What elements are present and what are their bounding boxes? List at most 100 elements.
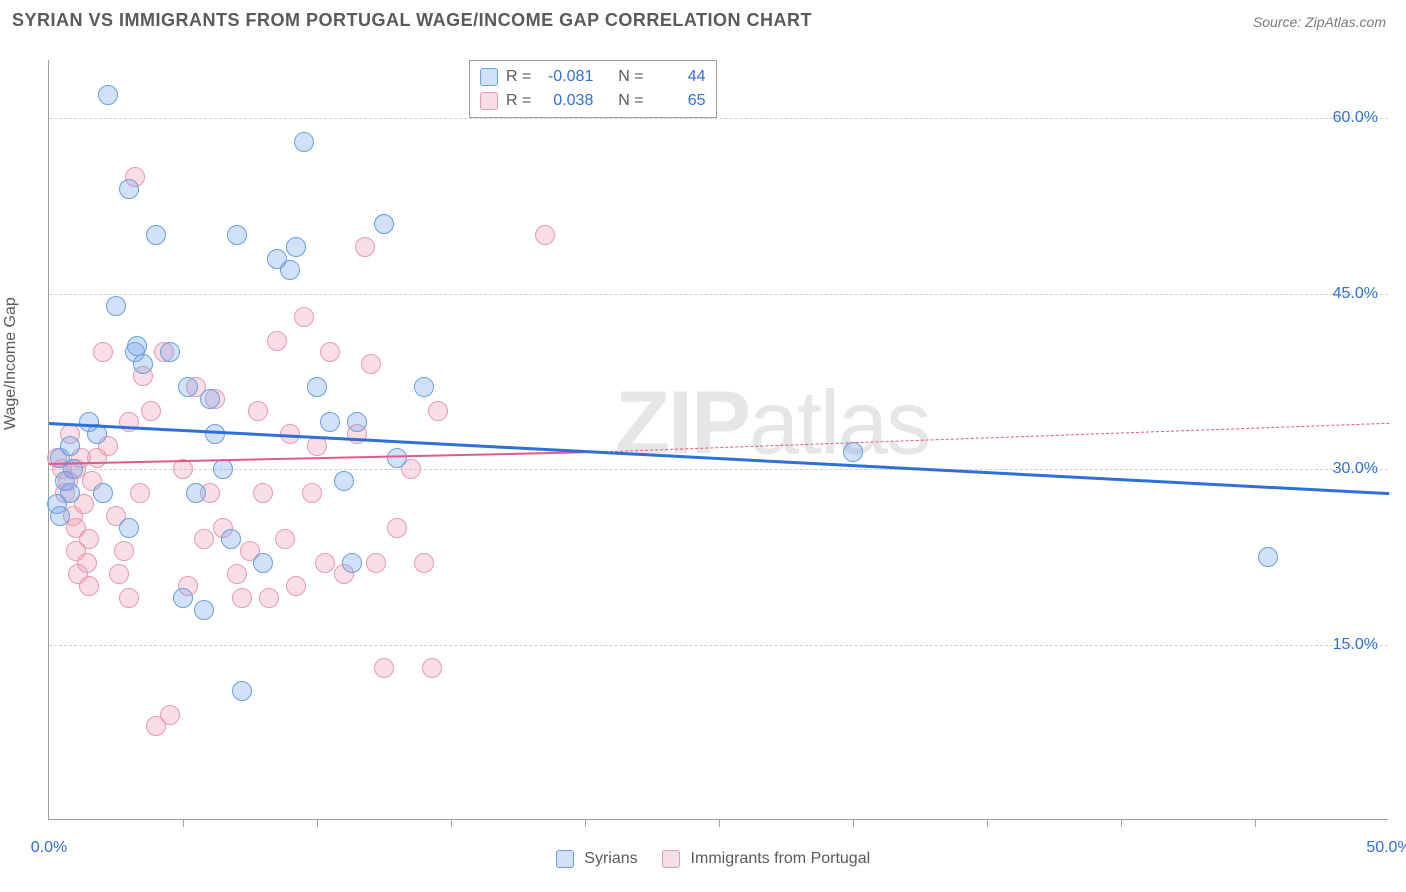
data-point (213, 459, 233, 479)
data-point (160, 705, 180, 725)
data-point (843, 442, 863, 462)
x-tick (317, 819, 318, 827)
data-point (302, 483, 322, 503)
data-point (267, 331, 287, 351)
data-point (160, 342, 180, 362)
data-point (93, 483, 113, 503)
data-point (259, 588, 279, 608)
x-tick (451, 819, 452, 827)
data-point (294, 307, 314, 327)
y-tick-label: 45.0% (1333, 285, 1378, 303)
scatter-plot-area: ZIPatlas R = -0.081 N = 44 R = 0.038 N =… (48, 60, 1388, 820)
gridline (49, 469, 1388, 470)
data-point (109, 564, 129, 584)
x-tick (1121, 819, 1122, 827)
stats-row-syrians: R = -0.081 N = 44 (480, 65, 706, 89)
data-point (68, 564, 88, 584)
data-point (414, 553, 434, 573)
data-point (106, 296, 126, 316)
swatch-icon (662, 850, 680, 868)
stat-value: 44 (652, 65, 706, 89)
watermark-light: atlas (749, 374, 929, 474)
data-point (114, 541, 134, 561)
data-point (366, 553, 386, 573)
data-point (205, 424, 225, 444)
chart-title: SYRIAN VS IMMIGRANTS FROM PORTUGAL WAGE/… (12, 10, 812, 31)
data-point (248, 401, 268, 421)
data-point (194, 529, 214, 549)
data-point (133, 354, 153, 374)
legend-label: Syrians (584, 850, 637, 867)
data-point (200, 389, 220, 409)
swatch-icon (556, 850, 574, 868)
data-point (320, 342, 340, 362)
data-point (93, 342, 113, 362)
x-tick (853, 819, 854, 827)
data-point (286, 237, 306, 257)
gridline (49, 294, 1388, 295)
x-tick (183, 819, 184, 827)
data-point (227, 564, 247, 584)
legend-label: Immigrants from Portugal (691, 850, 871, 867)
data-point (315, 553, 335, 573)
data-point (361, 354, 381, 374)
data-point (286, 576, 306, 596)
data-point (334, 471, 354, 491)
data-point (253, 483, 273, 503)
stat-label: R = (506, 89, 531, 113)
data-point (1258, 547, 1278, 567)
data-point (119, 588, 139, 608)
swatch-icon (480, 92, 498, 110)
data-point (307, 377, 327, 397)
data-point (79, 529, 99, 549)
data-point (414, 377, 434, 397)
data-point (60, 436, 80, 456)
gridline (49, 645, 1388, 646)
stat-label: N = (618, 65, 643, 89)
data-point (146, 225, 166, 245)
x-tick (719, 819, 720, 827)
x-tick (585, 819, 586, 827)
data-point (194, 600, 214, 620)
y-tick-label: 30.0% (1333, 460, 1378, 478)
y-tick-label: 15.0% (1333, 636, 1378, 654)
data-point (294, 132, 314, 152)
data-point (141, 401, 161, 421)
x-tick (1255, 819, 1256, 827)
data-point (47, 494, 67, 514)
correlation-stats-box: R = -0.081 N = 44 R = 0.038 N = 65 (469, 60, 717, 118)
stats-row-portugal: R = 0.038 N = 65 (480, 89, 706, 113)
data-point (253, 553, 273, 573)
data-point (422, 658, 442, 678)
stat-value: -0.081 (539, 65, 593, 89)
data-point (355, 237, 375, 257)
y-tick-label: 60.0% (1333, 109, 1378, 127)
y-axis-label: Wage/Income Gap (2, 297, 20, 430)
data-point (232, 588, 252, 608)
stat-label: N = (618, 89, 643, 113)
data-point (98, 85, 118, 105)
data-point (347, 412, 367, 432)
trend-line (585, 422, 1389, 452)
data-point (178, 377, 198, 397)
stat-value: 0.038 (539, 89, 593, 113)
data-point (232, 681, 252, 701)
data-point (119, 518, 139, 538)
data-point (374, 658, 394, 678)
data-point (130, 483, 150, 503)
data-point (374, 214, 394, 234)
source-attribution: Source: ZipAtlas.com (1253, 14, 1386, 30)
data-point (342, 553, 362, 573)
x-tick (987, 819, 988, 827)
data-point (535, 225, 555, 245)
data-point (186, 483, 206, 503)
stat-value: 65 (652, 89, 706, 113)
data-point (173, 588, 193, 608)
data-point (428, 401, 448, 421)
stat-label: R = (506, 65, 531, 89)
data-point (387, 518, 407, 538)
bottom-legend: Syrians Immigrants from Portugal (0, 850, 1406, 868)
swatch-icon (480, 68, 498, 86)
data-point (275, 529, 295, 549)
data-point (119, 179, 139, 199)
